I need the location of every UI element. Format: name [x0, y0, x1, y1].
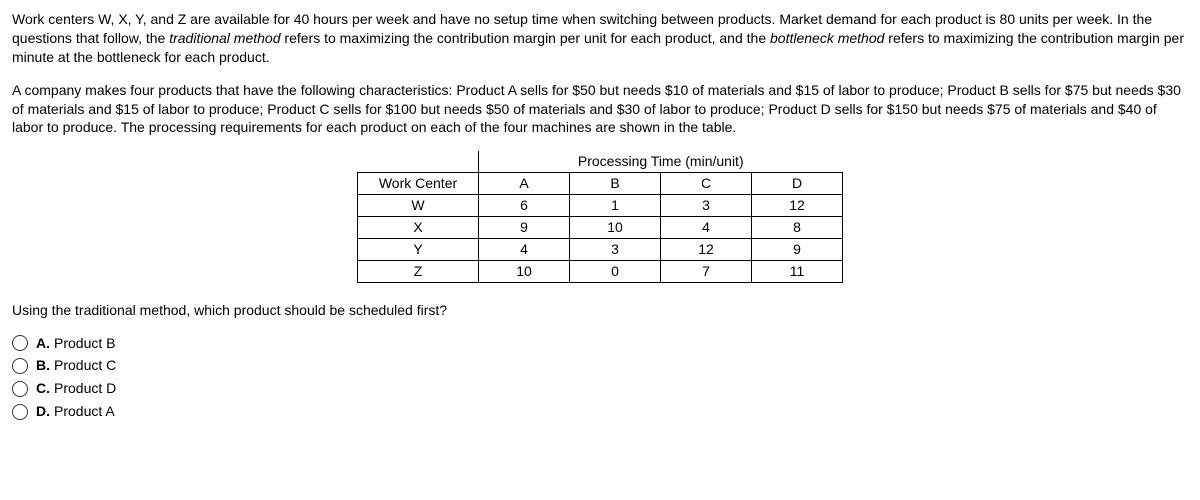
question-text: Using the traditional method, which prod…: [12, 301, 1188, 320]
cell: 4: [661, 217, 752, 239]
col-header: A: [479, 173, 570, 195]
intro-paragraph-2: A company makes four products that have …: [12, 81, 1188, 138]
cell: 9: [752, 238, 843, 260]
cell: 7: [661, 260, 752, 282]
cell: 10: [570, 217, 661, 239]
option-b[interactable]: B.Product C: [12, 356, 1188, 375]
option-text: Product B: [54, 335, 115, 351]
option-text: Product D: [54, 380, 116, 396]
table-row: X 9 10 4 8: [358, 217, 843, 239]
term-bottleneck: bottleneck method: [770, 30, 884, 46]
cell: 12: [661, 238, 752, 260]
radio-icon[interactable]: [12, 358, 28, 374]
option-a[interactable]: A.Product B: [12, 334, 1188, 353]
cell: 3: [661, 195, 752, 217]
answer-options: A.Product B B.Product C C.Product D D.Pr…: [12, 334, 1188, 422]
text: refers to maximizing the contribution ma…: [281, 30, 770, 46]
col-header: B: [570, 173, 661, 195]
col-header: D: [752, 173, 843, 195]
blank-cell: [358, 151, 479, 172]
cell: 1: [570, 195, 661, 217]
option-d[interactable]: D.Product A: [12, 402, 1188, 421]
table-row: Z 10 0 7 11: [358, 260, 843, 282]
option-letter: A.: [36, 335, 50, 351]
radio-icon[interactable]: [12, 404, 28, 420]
cell: 12: [752, 195, 843, 217]
row-label: Z: [358, 260, 479, 282]
option-text: Product C: [54, 357, 116, 373]
radio-icon[interactable]: [12, 335, 28, 351]
row-label: X: [358, 217, 479, 239]
processing-time-table-wrap: Processing Time (min/unit) Work Center A…: [12, 151, 1188, 282]
intro-paragraph-1: Work centers W, X, Y, and Z are availabl…: [12, 10, 1188, 67]
table-row: Y 4 3 12 9: [358, 238, 843, 260]
option-letter: B.: [36, 357, 50, 373]
cell: 0: [570, 260, 661, 282]
row-label: Y: [358, 238, 479, 260]
row-label: W: [358, 195, 479, 217]
option-letter: C.: [36, 380, 50, 396]
processing-time-table: Processing Time (min/unit) Work Center A…: [357, 151, 843, 282]
cell: 4: [479, 238, 570, 260]
option-letter: D.: [36, 403, 50, 419]
cell: 10: [479, 260, 570, 282]
table-title: Processing Time (min/unit): [479, 151, 843, 172]
table-row: W 6 1 3 12: [358, 195, 843, 217]
option-c[interactable]: C.Product D: [12, 379, 1188, 398]
term-traditional: traditional method: [169, 30, 280, 46]
cell: 11: [752, 260, 843, 282]
cell: 8: [752, 217, 843, 239]
col-header: C: [661, 173, 752, 195]
radio-icon[interactable]: [12, 381, 28, 397]
corner-header: Work Center: [358, 173, 479, 195]
cell: 3: [570, 238, 661, 260]
cell: 6: [479, 195, 570, 217]
option-text: Product A: [54, 403, 115, 419]
cell: 9: [479, 217, 570, 239]
